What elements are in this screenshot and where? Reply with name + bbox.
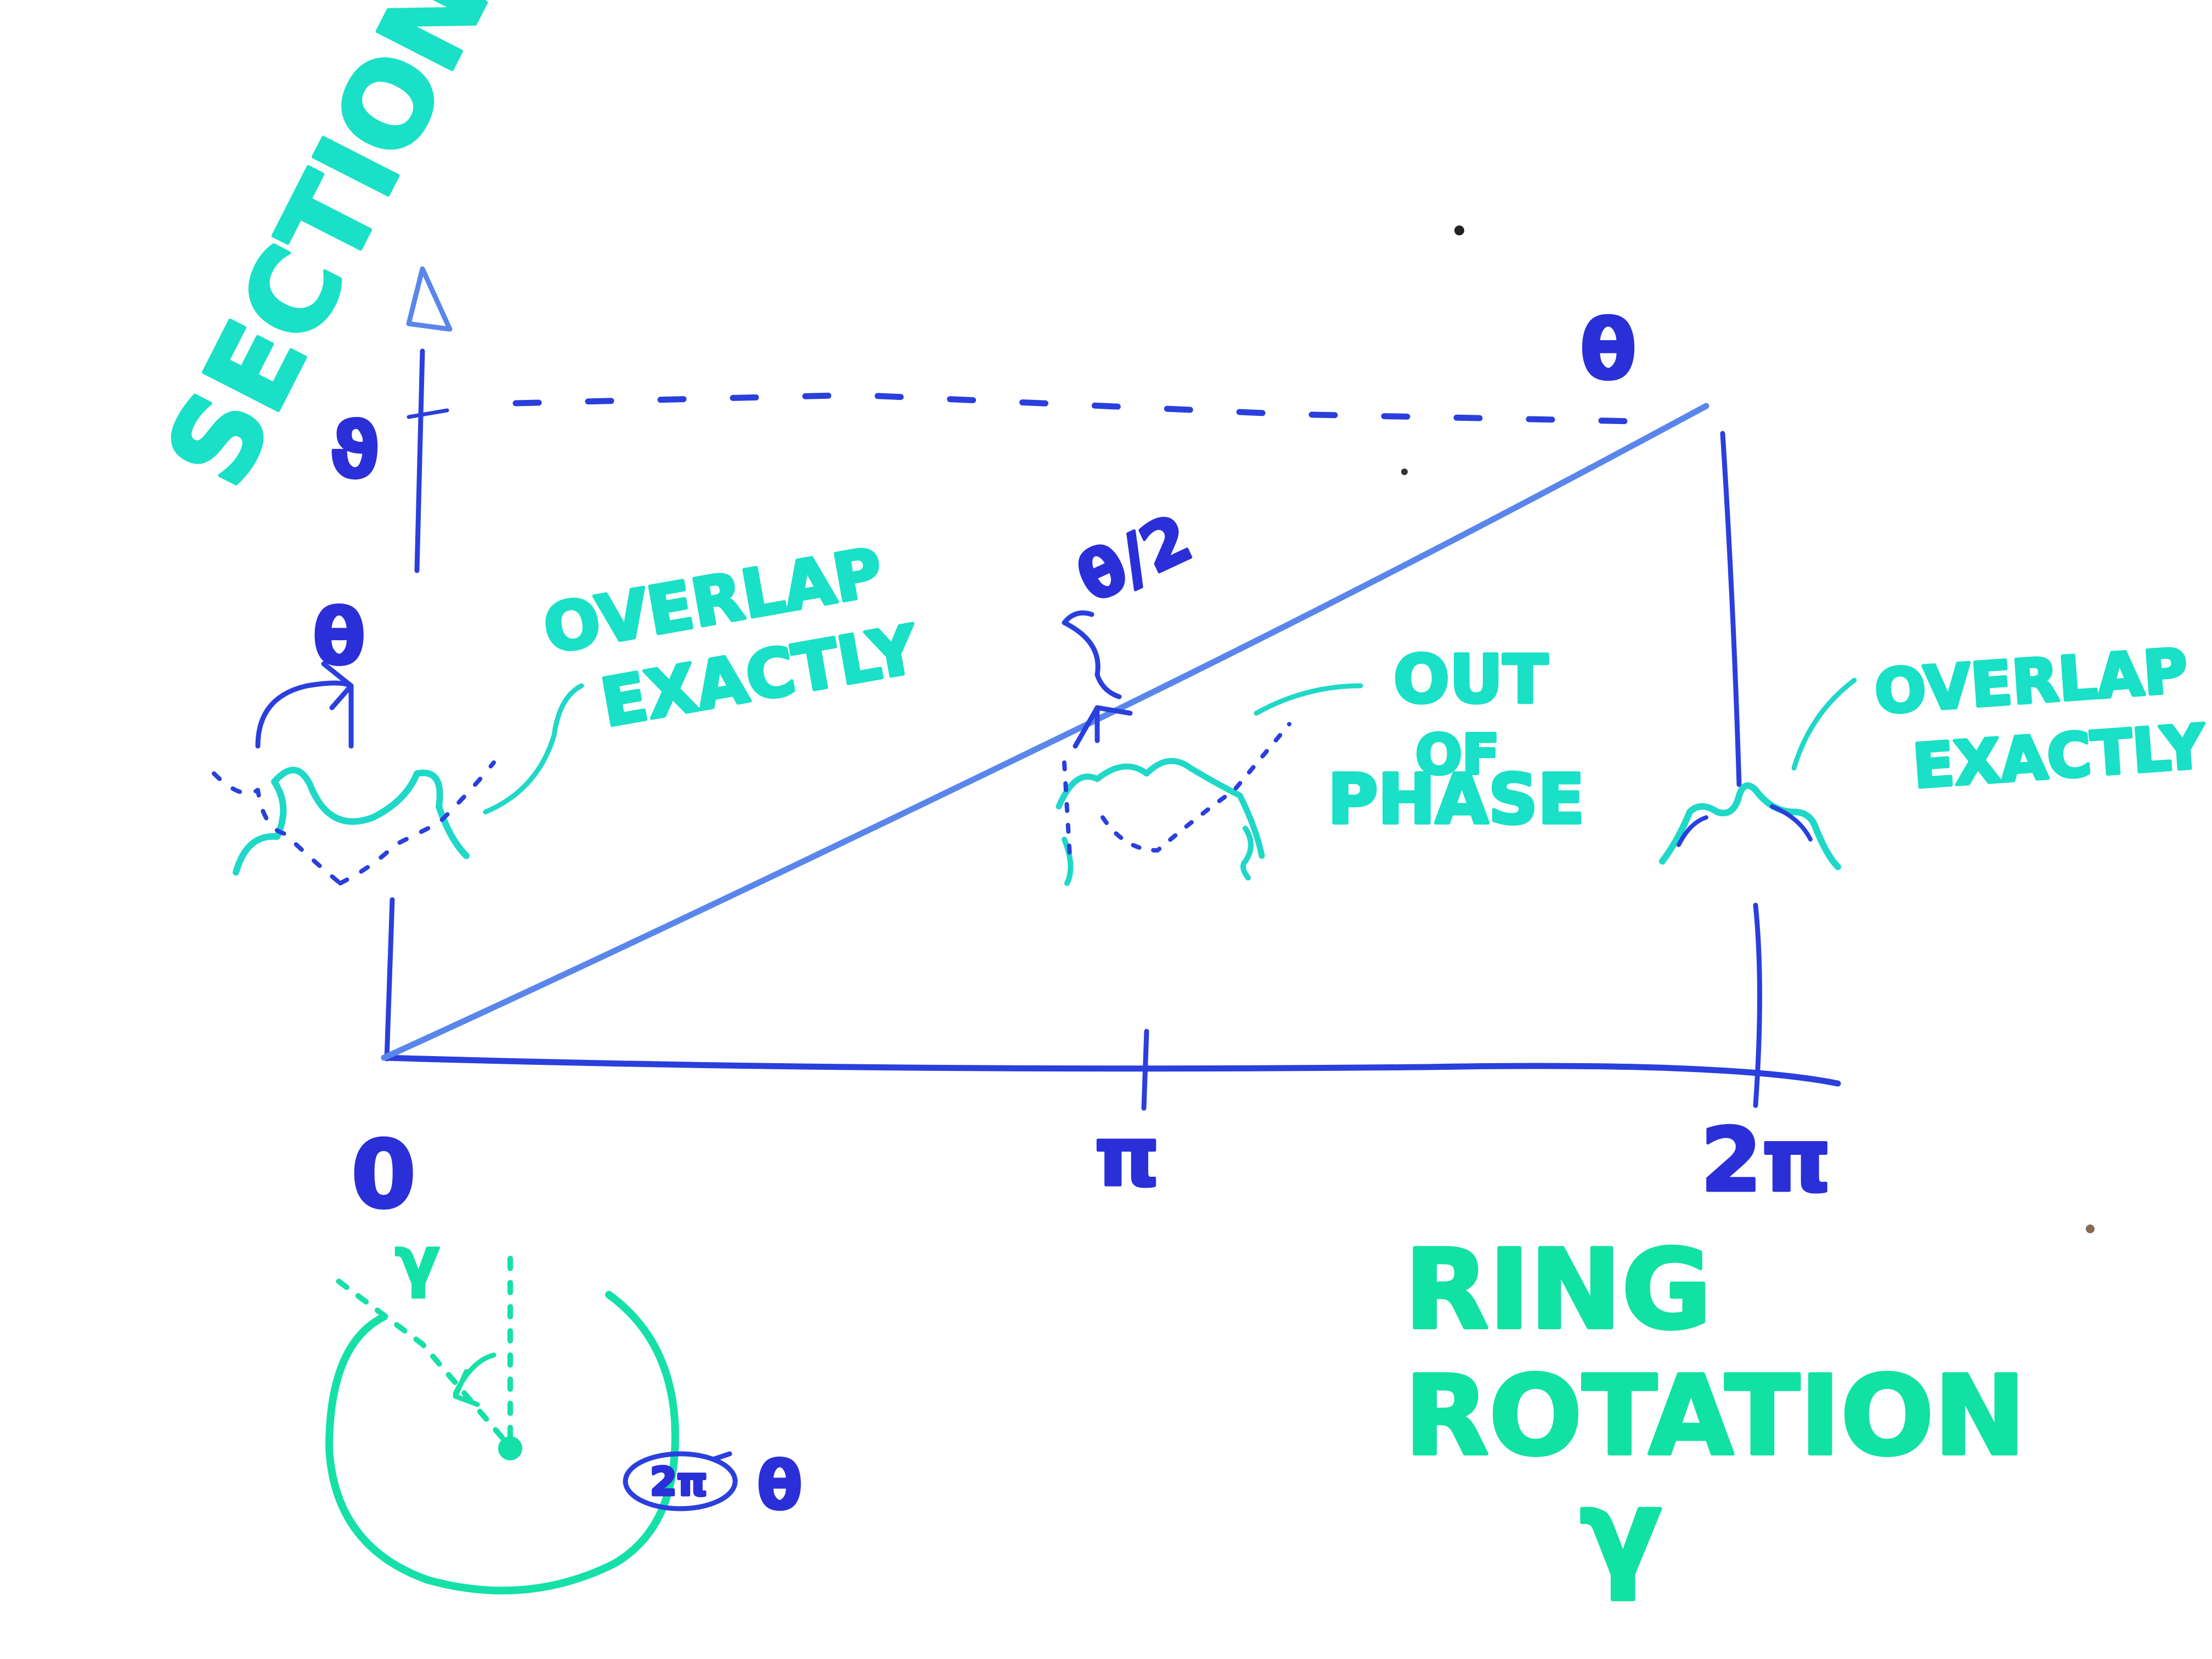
ring-two-pi-label: 2π (650, 1459, 707, 1504)
svg-text:θ/2: θ/2 (1066, 500, 1203, 618)
svg-text:ROTATION: ROTATION (1404, 1352, 2025, 1480)
ring-theta-label: θ (757, 1448, 802, 1525)
svg-text:RING: RING (1404, 1226, 1712, 1354)
tick-pi-mark (1141, 1029, 1149, 1111)
tick-label-two-pi: 2π (1701, 1109, 1831, 1211)
out-of-phase-label: OUT OF PHASE (1326, 640, 1586, 841)
top-dashed-line (512, 392, 1638, 425)
y-axis-var-label: ϑ (329, 407, 380, 496)
overlap-left-label: OVERLAP EXACTLY (537, 532, 926, 743)
diagonal-line (381, 403, 1709, 1061)
ring-theta-loop (623, 1451, 738, 1511)
svg-text:OUT: OUT (1393, 642, 1548, 718)
svg-text:OVERLAP: OVERLAP (1872, 635, 2190, 727)
ring-illustration (325, 1254, 738, 1595)
leader-lines (483, 683, 1363, 815)
svg-text:PHASE: PHASE (1328, 760, 1584, 839)
overlap-right-label: OVERLAP EXACTLY (1871, 634, 2210, 803)
svg-text:OF: OF (1415, 723, 1499, 787)
ring-gamma-label: γ (395, 1223, 440, 1300)
tick-label-zero: 0 (351, 1121, 416, 1229)
svg-text:SECTION ROT.: SECTION ROT. (140, 0, 666, 506)
tick-two-pi-mark (1753, 902, 1762, 1108)
y-axis (384, 266, 453, 1062)
ring-outline (325, 1291, 679, 1595)
x-axis-title: RING ROTATION γ (1403, 1224, 2027, 1605)
y-axis-title: SECTION ROT. (139, 0, 668, 508)
ring-center-dot (498, 1436, 522, 1460)
right-gear-profile (1659, 678, 1857, 870)
svg-text:γ: γ (1580, 1463, 1662, 1603)
tick-label-pi: π (1094, 1109, 1160, 1205)
marker-specks (1401, 225, 2095, 1233)
left-theta-label: θ (313, 593, 365, 682)
right-vertical-line (1720, 431, 1742, 787)
top-right-theta-label: θ (1580, 303, 1637, 398)
ring-rotated-line (332, 1276, 505, 1440)
mid-theta-half-label: θ/2 (1065, 499, 1204, 619)
svg-text:EXACTLY: EXACTLY (1911, 711, 2208, 802)
x-axis (381, 902, 1841, 1111)
middle-gear-profile (1056, 610, 1291, 886)
left-gear-profile (212, 661, 496, 885)
